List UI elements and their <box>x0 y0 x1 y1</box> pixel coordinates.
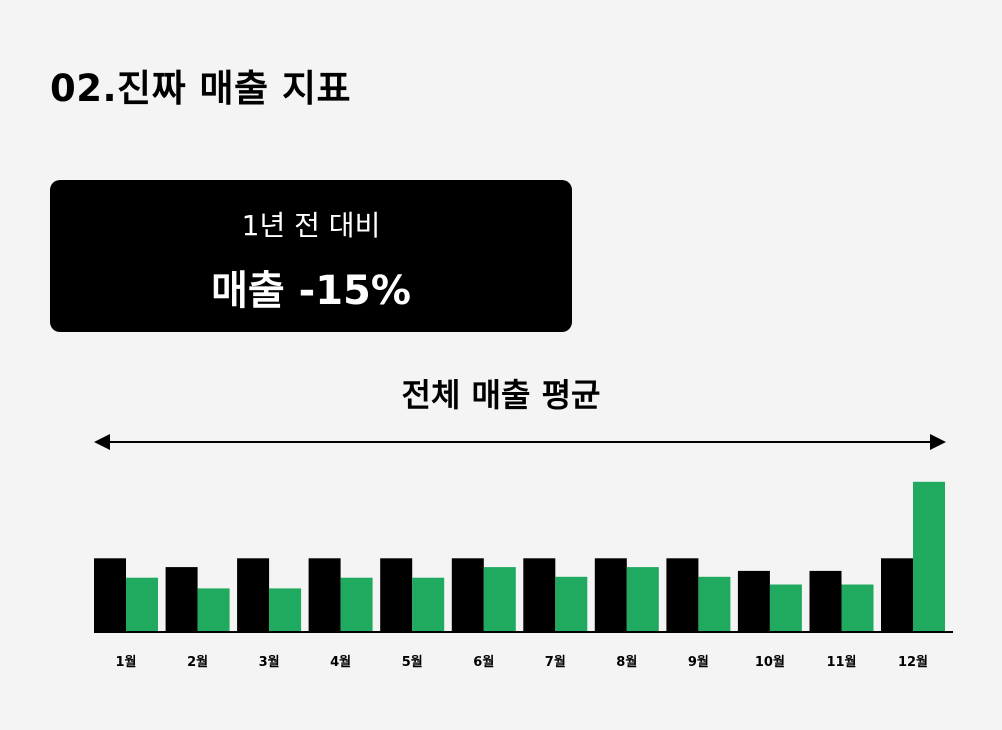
bar-black-9 <box>666 558 699 631</box>
bar-black-4 <box>308 558 341 631</box>
summary-callout: 1년 전 대비 매출 -15% <box>50 180 572 332</box>
bar-black-3 <box>237 558 270 631</box>
bar-black-7 <box>523 558 556 631</box>
bar-green-1 <box>126 577 158 631</box>
bar-green-11 <box>841 584 874 631</box>
bar-green-12 <box>913 481 945 631</box>
bar-green-7 <box>555 576 588 632</box>
bar-black-2 <box>165 567 198 631</box>
bar-green-4 <box>340 577 373 631</box>
bar-green-6 <box>483 567 516 631</box>
bar-black-10 <box>737 570 770 631</box>
callout-subtitle: 1년 전 대비 <box>241 209 381 242</box>
month-label: 10월 <box>755 654 785 670</box>
bar-black-12 <box>881 558 913 631</box>
month-label: 7월 <box>545 654 566 670</box>
average-arrow <box>94 434 946 450</box>
average-label: 전체 매출 평균 <box>401 376 601 414</box>
month-label: 12월 <box>898 654 928 670</box>
month-label: 5월 <box>402 654 423 670</box>
month-label: 9월 <box>688 654 709 670</box>
bar-black-6 <box>451 558 484 631</box>
average-arrow-left-head <box>94 434 110 450</box>
bar-black-11 <box>809 570 842 631</box>
average-arrow-right-head <box>930 434 946 450</box>
bar-green-5 <box>412 577 445 631</box>
bar-black-8 <box>594 558 627 631</box>
bar-black-1 <box>94 558 126 631</box>
month-label: 6월 <box>473 654 494 670</box>
bar-green-2 <box>197 588 230 631</box>
page-title: 02.진짜 매출 지표 <box>50 67 352 110</box>
bar-green-10 <box>769 584 802 631</box>
month-label: 1월 <box>115 654 136 670</box>
month-label: 2월 <box>187 654 208 670</box>
bars-group <box>94 481 945 632</box>
month-label: 11월 <box>826 654 856 670</box>
month-label: 3월 <box>259 654 280 670</box>
bar-black-5 <box>380 558 413 631</box>
bar-green-3 <box>269 588 302 631</box>
month-labels-group: 1월 2월 3월 4월 5월 6월 7월 8월 9월 10월 11월 12월 <box>115 654 928 670</box>
month-label: 8월 <box>616 654 637 670</box>
callout-headline: 매출 -15% <box>211 268 411 314</box>
month-label: 4월 <box>330 654 351 670</box>
bar-green-9 <box>698 576 731 632</box>
bar-green-8 <box>626 567 659 631</box>
